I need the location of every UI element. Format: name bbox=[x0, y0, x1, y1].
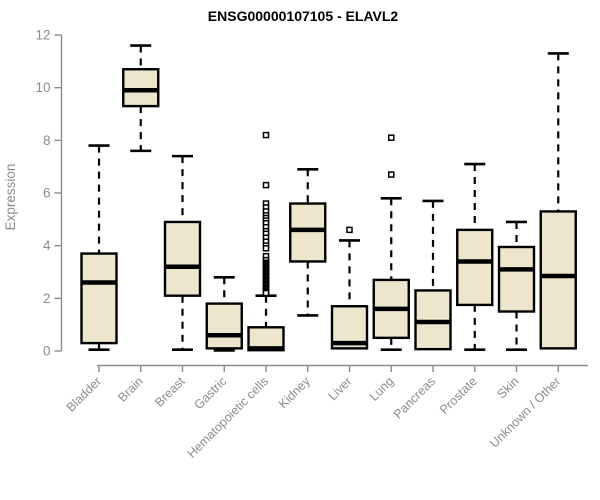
y-axis-label: Expression bbox=[3, 164, 18, 231]
box-skin bbox=[497, 245, 536, 313]
outlier-point-hematopoietic-cells bbox=[262, 181, 270, 189]
outlier-point-liver bbox=[346, 226, 353, 234]
x-tick-label-unknown-other: Unknown / Other bbox=[487, 374, 563, 450]
outlier-point-hematopoietic-cells bbox=[262, 289, 270, 297]
y-tick-label: 12 bbox=[35, 28, 50, 43]
y-tick-label: 0 bbox=[43, 344, 51, 359]
y-tick-label: 2 bbox=[43, 291, 51, 306]
x-tick-label-bladder: Bladder bbox=[64, 374, 104, 414]
box-breast bbox=[163, 220, 202, 297]
outlier-point-lung bbox=[388, 171, 395, 178]
x-tick-label-skin: Skin bbox=[495, 374, 522, 401]
x-tick-label-gastric: Gastric bbox=[191, 374, 229, 412]
x-tick-label-brain: Brain bbox=[115, 374, 146, 405]
box-kidney bbox=[289, 202, 327, 263]
y-tick-label: 10 bbox=[35, 80, 50, 95]
x-tick-label-breast: Breast bbox=[152, 374, 188, 410]
x-tick-label-lung: Lung bbox=[367, 374, 397, 404]
box-brain bbox=[122, 68, 160, 108]
outlier-point-hematopoietic-cells bbox=[262, 245, 270, 252]
plot-area: 0 2 4 6 8 10 12 Bladder Brain Breast GastricHemato… bbox=[35, 28, 588, 461]
x-tick-label-kidney: Kidney bbox=[276, 374, 313, 411]
chart-title: ENSG00000107105 - ELAVL2 bbox=[208, 8, 399, 24]
box-gastric bbox=[205, 302, 243, 350]
box-unknown-other bbox=[539, 210, 577, 350]
x-tick-label-prostate: Prostate bbox=[437, 374, 480, 417]
y-tick-label: 8 bbox=[43, 133, 51, 148]
outlier-point-lung bbox=[388, 134, 395, 141]
x-tick-label-pancreas: Pancreas bbox=[391, 374, 438, 421]
box-prostate bbox=[456, 228, 494, 307]
y-tick-label: 4 bbox=[43, 238, 51, 253]
y-tick-label: 6 bbox=[43, 186, 51, 201]
box-bladder bbox=[80, 252, 118, 345]
x-tick-label-liver: Liver bbox=[326, 374, 355, 403]
x-tick-label-hematopoietic-cells: Hematopoietic cells bbox=[185, 374, 272, 461]
outlier-point-hematopoietic-cells bbox=[262, 131, 270, 139]
